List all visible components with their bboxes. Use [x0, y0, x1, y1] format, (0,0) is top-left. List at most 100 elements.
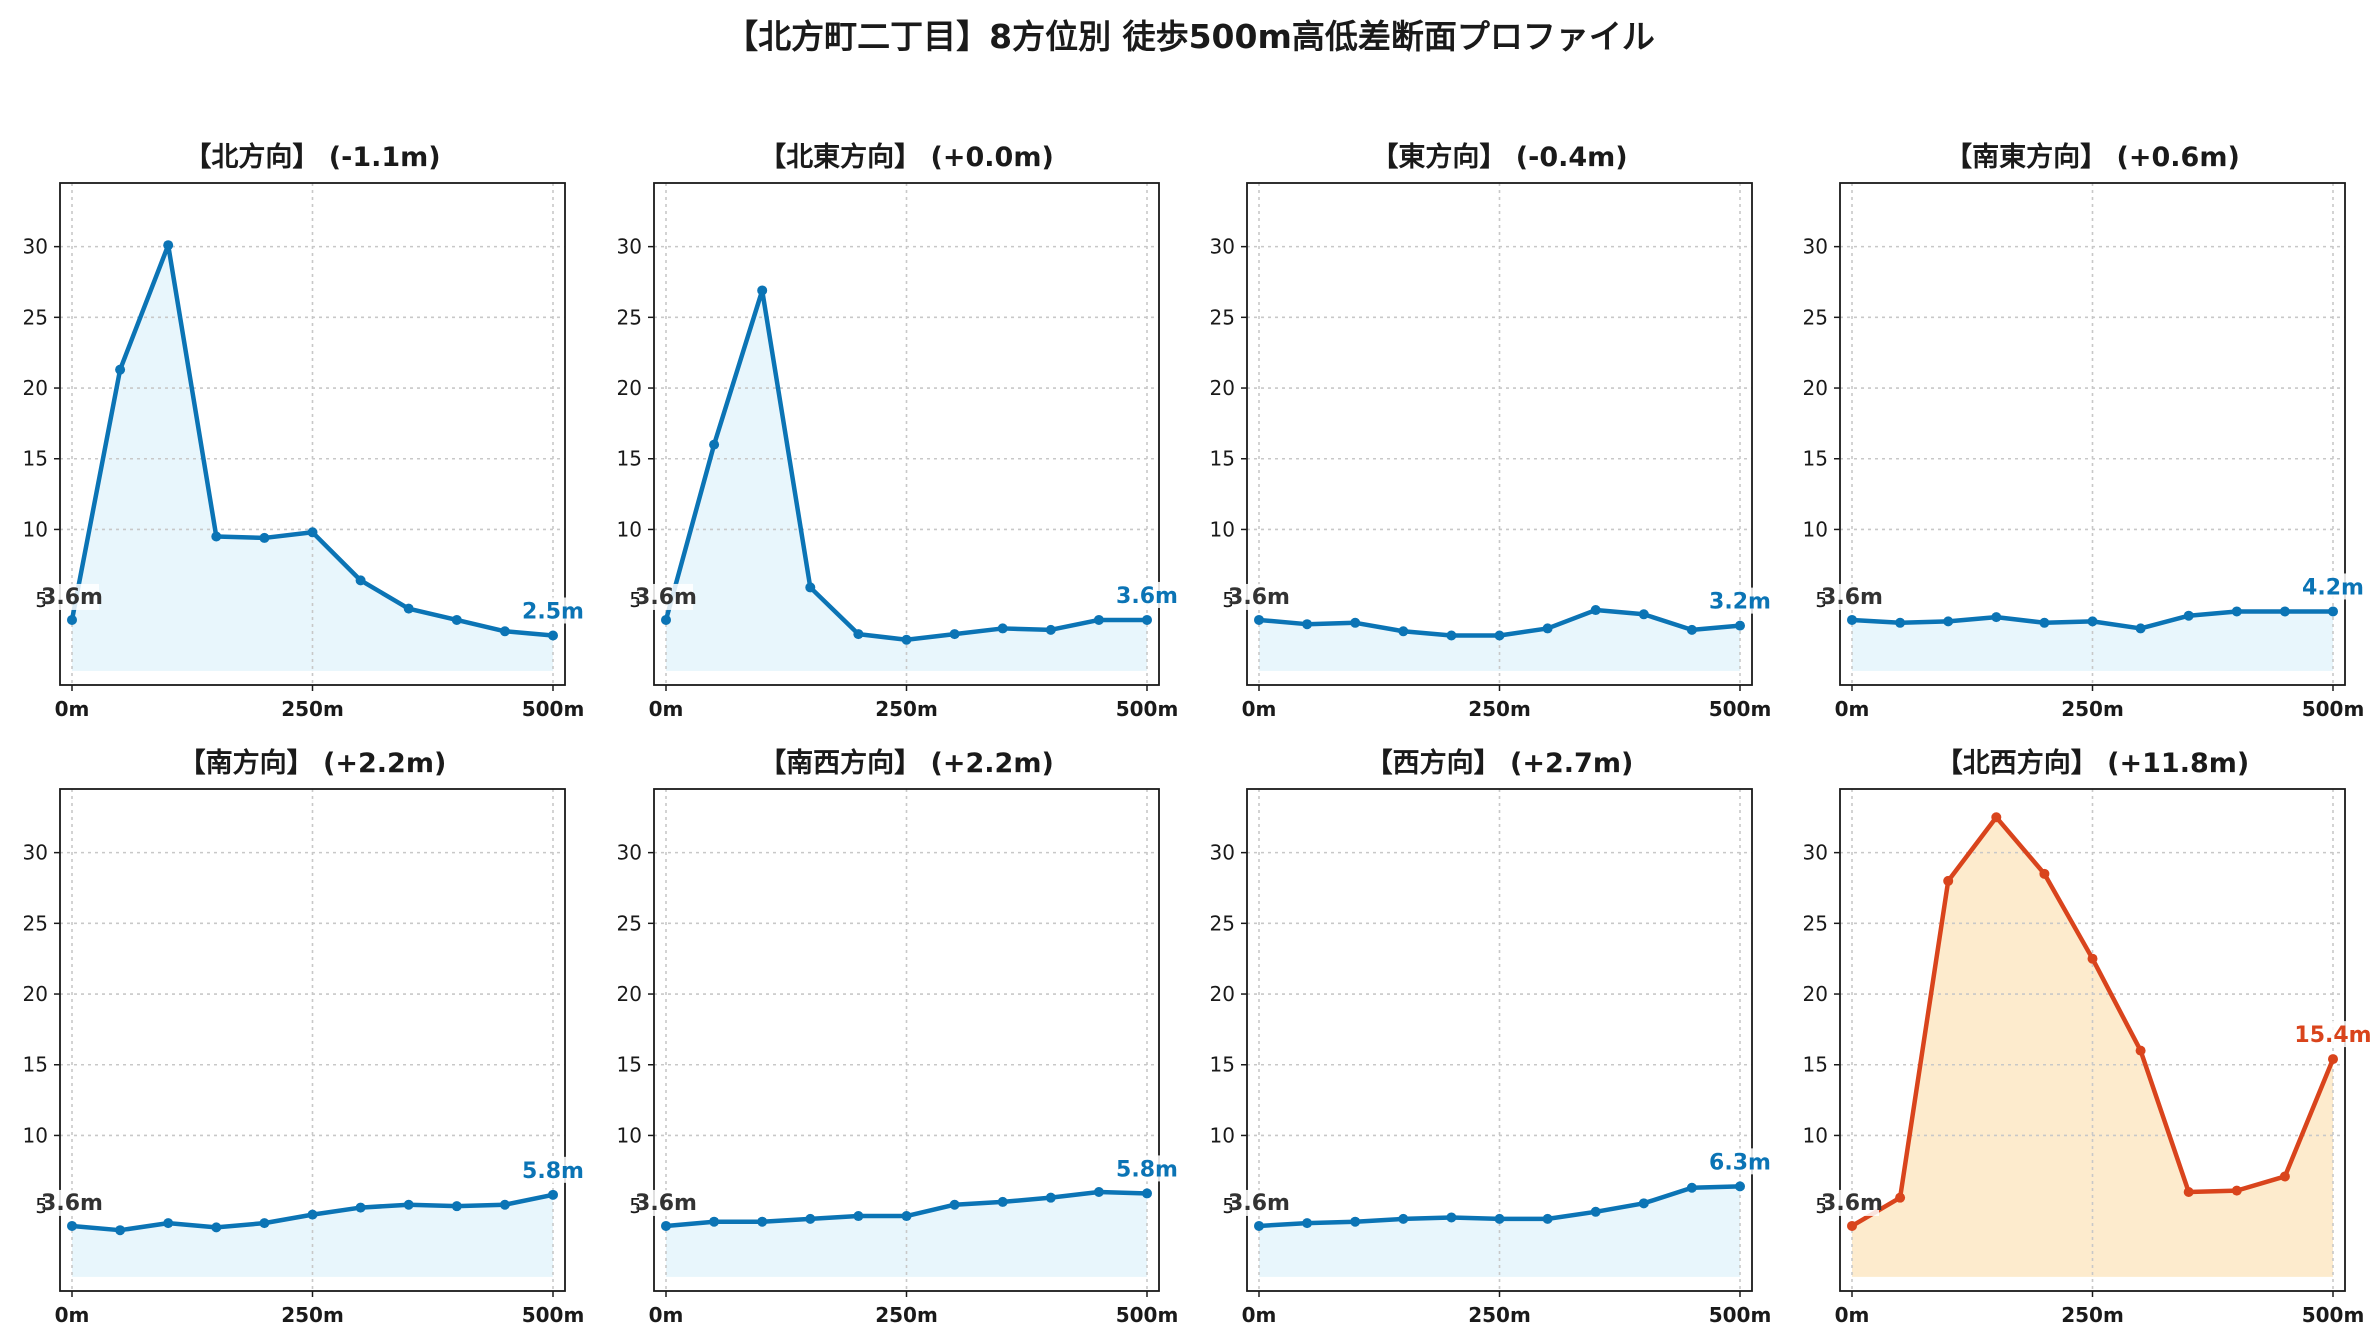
data-point	[1142, 1188, 1152, 1199]
y-tick-label: 15	[617, 447, 642, 471]
data-point	[2328, 1054, 2338, 1065]
y-tick-label: 10	[23, 517, 48, 541]
data-point	[1494, 1213, 1505, 1224]
data-point	[211, 1222, 222, 1233]
start-elevation-label: 3.6m	[41, 1191, 103, 1216]
data-point	[451, 614, 462, 625]
data-point	[499, 626, 510, 637]
y-tick-label: 25	[617, 911, 642, 935]
panel-title: 【南東方向】 (+0.6m)	[1945, 141, 2240, 173]
end-label-box	[1112, 1155, 1182, 1182]
y-tick-label: 30	[1210, 235, 1235, 259]
x-tick-label: 250m	[2061, 697, 2124, 721]
y-tick-label: 30	[23, 235, 48, 259]
data-point	[67, 614, 77, 625]
data-point	[661, 614, 671, 625]
data-point	[1638, 1198, 1649, 1209]
end-label-box	[2298, 1021, 2368, 1048]
data-point	[1398, 626, 1409, 637]
panel-2: 【東方向】 (-0.4m) 10 15 20 25 30 5 0m 250m 500m 3.6m 3.…	[1210, 141, 1775, 721]
data-point	[1638, 609, 1649, 620]
x-tick-label: 500m	[1709, 1303, 1772, 1327]
start-label-box	[1232, 1189, 1286, 1216]
data-point	[2183, 1187, 2194, 1198]
x-tick-label: 0m	[649, 1303, 684, 1327]
panel-title: 【北方向】 (-1.1m)	[184, 141, 440, 173]
y-tick-label: 20	[1803, 982, 1828, 1006]
x-tick-label: 500m	[522, 697, 585, 721]
data-point	[901, 1211, 912, 1222]
x-tick-label: 500m	[2302, 697, 2365, 721]
y-tick-label: 30	[617, 841, 642, 865]
data-point	[1398, 1213, 1409, 1224]
data-point	[757, 285, 768, 296]
y-tick-label: 5	[1222, 1194, 1235, 1218]
x-tick-label: 0m	[55, 1303, 90, 1327]
start-label-box	[1232, 583, 1286, 610]
data-point	[1735, 1181, 1745, 1192]
data-point	[1686, 624, 1697, 635]
x-tick-label: 0m	[1835, 697, 1870, 721]
end-elevation-label: 5.8m	[1116, 1157, 1178, 1182]
figure-title: 【北方町二丁目】8方位別 徒歩500m高低差断面プロファイル	[725, 17, 1655, 56]
data-point	[1542, 1213, 1553, 1224]
data-point	[1895, 617, 1906, 628]
data-point	[1254, 1220, 1264, 1231]
y-tick-label: 15	[23, 1053, 48, 1077]
y-tick-label: 20	[1210, 982, 1235, 1006]
y-tick-label: 5	[1222, 588, 1235, 612]
data-point	[709, 439, 720, 450]
data-point	[1847, 1220, 1857, 1231]
profile-area	[666, 1192, 1147, 1277]
y-tick-label: 5	[35, 588, 48, 612]
end-label-box	[1705, 1148, 1775, 1175]
y-tick-label: 25	[1803, 305, 1828, 329]
data-point	[2231, 1185, 2242, 1196]
x-tick-label: 0m	[649, 697, 684, 721]
panel-title: 【南西方向】 (+2.2m)	[759, 747, 1054, 779]
data-point	[997, 623, 1008, 634]
panel-4: 【南方向】 (+2.2m) 10 15 20 25 30 5 0m 250m 500m 3.6m 5.…	[23, 747, 588, 1327]
y-tick-label: 25	[1803, 911, 1828, 935]
start-elevation-label: 3.6m	[635, 585, 697, 610]
start-elevation-label: 3.6m	[1821, 1191, 1883, 1216]
data-point	[2087, 953, 2098, 964]
y-tick-label: 10	[1803, 517, 1828, 541]
profile-area	[72, 1194, 553, 1277]
y-tick-label: 15	[1803, 447, 1828, 471]
y-tick-label: 25	[1210, 305, 1235, 329]
y-tick-label: 10	[617, 1123, 642, 1147]
data-point	[1302, 619, 1313, 630]
x-tick-label: 0m	[1242, 1303, 1277, 1327]
y-tick-label: 15	[23, 447, 48, 471]
data-point	[2135, 1045, 2146, 1056]
y-tick-label: 30	[1210, 841, 1235, 865]
data-point	[757, 1216, 768, 1227]
data-point	[163, 240, 174, 251]
y-tick-label: 15	[1210, 1053, 1235, 1077]
data-point	[2231, 606, 2242, 617]
profile-area	[666, 290, 1147, 671]
y-tick-label: 20	[23, 376, 48, 400]
data-point	[1542, 623, 1553, 634]
y-tick-label: 5	[629, 588, 642, 612]
profile-area	[1852, 611, 2333, 671]
data-point	[307, 527, 318, 538]
y-tick-label: 10	[617, 517, 642, 541]
end-elevation-label: 3.2m	[1709, 590, 1771, 615]
end-label-box	[1705, 587, 1775, 614]
data-point	[1254, 614, 1264, 625]
start-elevation-label: 3.6m	[1821, 585, 1883, 610]
y-tick-label: 25	[1210, 911, 1235, 935]
data-point	[1991, 812, 2002, 823]
data-point	[1350, 1216, 1361, 1227]
end-elevation-label: 5.8m	[522, 1159, 584, 1184]
x-tick-label: 0m	[1242, 697, 1277, 721]
y-tick-label: 20	[23, 982, 48, 1006]
x-tick-label: 0m	[1835, 1303, 1870, 1327]
x-tick-label: 250m	[875, 697, 938, 721]
x-tick-label: 500m	[2302, 1303, 2365, 1327]
end-label-box	[518, 597, 588, 624]
data-point	[1943, 616, 1954, 627]
start-label-box	[45, 583, 99, 610]
